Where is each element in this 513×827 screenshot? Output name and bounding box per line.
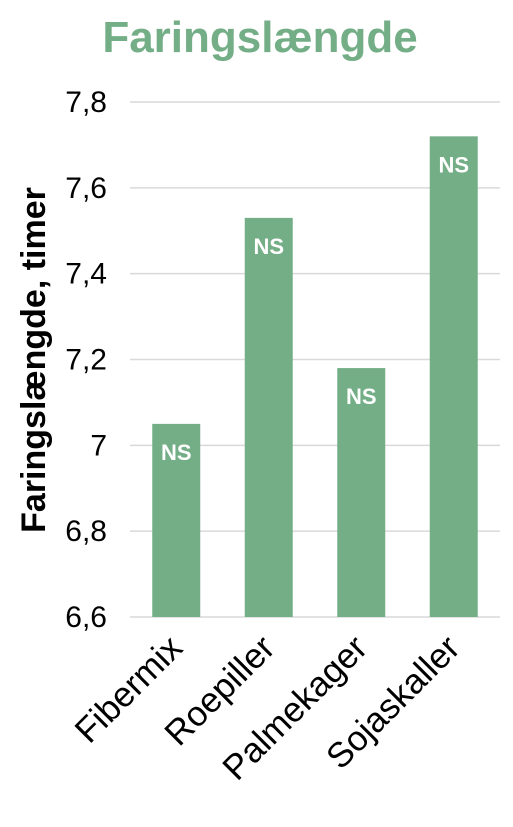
bar-fibermix xyxy=(152,423,201,617)
data-labels: NS NS NS NS xyxy=(161,152,469,465)
bar-palmekager xyxy=(337,368,386,617)
y-tick-label: 7,6 xyxy=(65,172,107,205)
bar-sojaskaller xyxy=(429,136,478,618)
chart-title: Faringslængde xyxy=(102,13,417,62)
y-tick-label: 7 xyxy=(90,429,107,462)
y-axis-label: Faringslængde, timer xyxy=(15,187,53,533)
y-tick-label: 6,6 xyxy=(65,601,107,634)
y-tick-label: 7,8 xyxy=(65,86,107,119)
bars xyxy=(152,136,478,618)
data-label: NS xyxy=(346,384,377,409)
data-label: NS xyxy=(161,440,192,465)
bar-roepiller xyxy=(244,217,293,617)
data-label: NS xyxy=(253,234,284,259)
y-tick-label: 7,2 xyxy=(65,344,107,377)
y-tick-label: 6,8 xyxy=(65,515,107,548)
data-label: NS xyxy=(438,152,469,177)
y-axis-ticks: 6,6 6,8 7 7,2 7,4 7,6 7,8 xyxy=(65,86,107,634)
y-tick-label: 7,4 xyxy=(65,258,107,291)
